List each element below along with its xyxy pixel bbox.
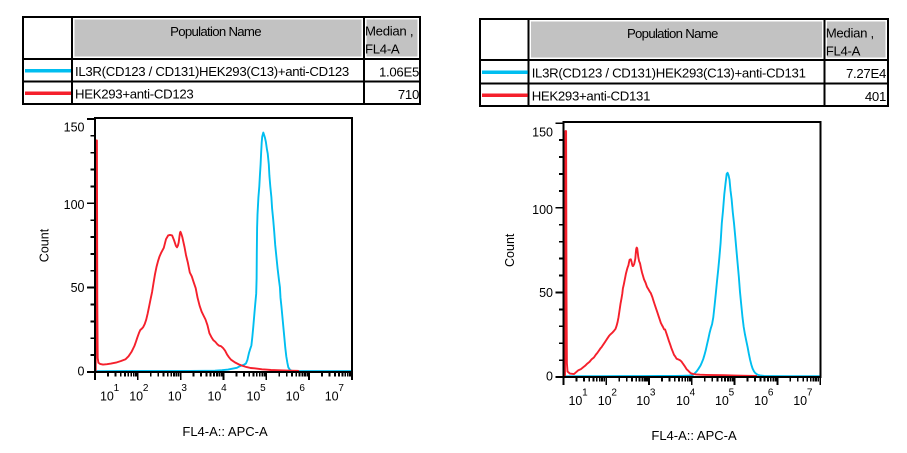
svg-text:10: 10	[207, 389, 221, 403]
svg-text:5: 5	[260, 383, 266, 394]
svg-text:10: 10	[100, 389, 114, 403]
svg-text:0: 0	[546, 370, 553, 384]
svg-text:6: 6	[299, 383, 305, 394]
svg-text:100: 100	[532, 203, 553, 217]
svg-text:HEK293+anti-CD123: HEK293+anti-CD123	[75, 87, 193, 102]
svg-text:3: 3	[650, 388, 656, 399]
svg-text:Population Name: Population Name	[627, 26, 718, 41]
svg-text:3: 3	[181, 383, 187, 394]
svg-text:1.06E5: 1.06E5	[379, 65, 419, 80]
svg-text:10: 10	[168, 389, 182, 403]
svg-text:Median ,: Median ,	[826, 26, 874, 41]
svg-text:10: 10	[286, 389, 300, 403]
svg-text:6: 6	[768, 388, 774, 399]
svg-text:10: 10	[636, 394, 650, 408]
svg-text:10: 10	[246, 389, 260, 403]
svg-text:150: 150	[64, 121, 85, 135]
svg-text:4: 4	[690, 388, 696, 399]
svg-text:10: 10	[568, 394, 582, 408]
svg-text:FL4-A: FL4-A	[365, 42, 400, 57]
svg-text:Population Name: Population Name	[170, 24, 261, 39]
svg-text:710: 710	[398, 87, 419, 102]
svg-text:FL4-A: FL4-A	[826, 44, 861, 59]
svg-text:2: 2	[611, 388, 617, 399]
svg-text:4: 4	[221, 383, 227, 394]
svg-text:0: 0	[78, 365, 85, 379]
svg-text:5: 5	[729, 388, 735, 399]
svg-text:1: 1	[114, 383, 120, 394]
svg-text:7: 7	[338, 383, 344, 394]
svg-text:10: 10	[598, 394, 612, 408]
svg-text:10: 10	[793, 394, 807, 408]
svg-text:150: 150	[532, 126, 553, 140]
svg-text:IL3R(CD123 / CD131)HEK293(C13): IL3R(CD123 / CD131)HEK293(C13)+anti-CD13…	[532, 66, 806, 81]
svg-text:50: 50	[539, 286, 553, 300]
svg-text:7: 7	[807, 388, 813, 399]
svg-text:100: 100	[64, 198, 85, 212]
svg-text:10: 10	[129, 389, 143, 403]
svg-text:7.27E4: 7.27E4	[846, 66, 886, 81]
svg-text:1: 1	[582, 388, 588, 399]
svg-text:IL3R(CD123 / CD131)HEK293(C13): IL3R(CD123 / CD131)HEK293(C13)+anti-CD12…	[75, 64, 349, 79]
svg-text:10: 10	[325, 389, 339, 403]
svg-text:2: 2	[143, 383, 149, 394]
svg-text:10: 10	[676, 394, 690, 408]
svg-text:FL4-A:: APC-A: FL4-A:: APC-A	[651, 428, 737, 443]
svg-text:Count: Count	[38, 228, 52, 262]
svg-text:10: 10	[754, 394, 768, 408]
svg-text:HEK293+anti-CD131: HEK293+anti-CD131	[532, 89, 650, 104]
svg-text:10: 10	[715, 394, 729, 408]
svg-text:401: 401	[865, 89, 886, 104]
svg-text:Count: Count	[503, 233, 517, 267]
svg-text:Median ,: Median ,	[365, 24, 413, 39]
svg-text:FL4-A:: APC-A: FL4-A:: APC-A	[182, 424, 268, 439]
svg-text:50: 50	[71, 281, 85, 295]
